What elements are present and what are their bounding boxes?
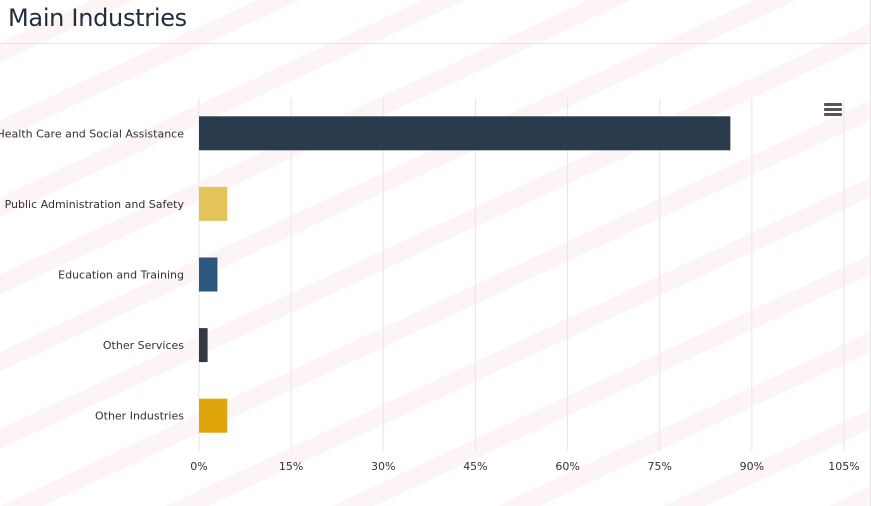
bar[interactable] — [199, 116, 731, 151]
x-tick-label: 60% — [555, 460, 579, 473]
category-labels: Health Care and Social Assistance Public … — [0, 127, 184, 422]
bar[interactable] — [199, 257, 218, 292]
x-tick-label: 90% — [740, 460, 764, 473]
bar[interactable] — [199, 186, 228, 221]
x-tick-label: 0% — [190, 460, 207, 473]
category-label: Other Services — [103, 339, 184, 352]
bars — [199, 116, 731, 433]
category-label: Public Administration and Safety — [5, 198, 185, 211]
bar[interactable] — [199, 398, 228, 433]
page-title: Main Industries — [8, 4, 187, 32]
x-tick-labels: 0% 15% 30% 45% 60% 75% 90% 105% — [190, 460, 859, 473]
x-tick-label: 45% — [463, 460, 487, 473]
gridlines — [198, 98, 845, 451]
category-label: Other Industries — [95, 410, 184, 423]
title-divider — [0, 43, 871, 44]
x-tick-label: 30% — [371, 460, 395, 473]
x-tick-label: 75% — [647, 460, 671, 473]
x-tick-label: 105% — [828, 460, 859, 473]
bar[interactable] — [199, 328, 208, 363]
category-label: Education and Training — [58, 269, 184, 282]
category-label: Health Care and Social Assistance — [0, 127, 184, 140]
hamburger-menu-icon[interactable] — [824, 103, 842, 117]
x-tick-label: 15% — [279, 460, 303, 473]
